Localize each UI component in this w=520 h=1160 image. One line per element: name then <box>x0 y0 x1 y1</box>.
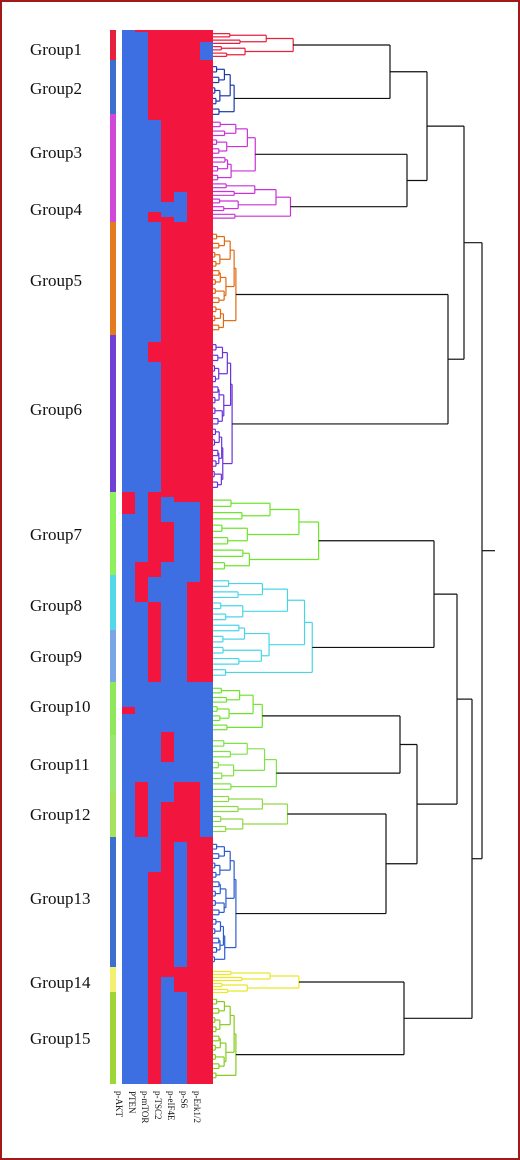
heatmap-low-block-19 <box>161 562 174 682</box>
marker-heatmap <box>119 30 213 1084</box>
group-label-13: Group13 <box>30 889 91 908</box>
heatmap-low-block-2 <box>135 32 148 114</box>
group-bar-12 <box>110 792 116 837</box>
group-label-15: Group15 <box>30 1029 91 1048</box>
group-bar-6 <box>110 335 116 492</box>
heatmap-low-block-28 <box>174 842 187 967</box>
marker-label-p-erk: p-Erk1/2 <box>192 1091 202 1123</box>
heatmap-low-block-24 <box>187 702 200 742</box>
group-bar-8 <box>110 575 116 630</box>
dendrogram <box>213 33 495 1079</box>
heatmap-low-block-20 <box>122 682 135 837</box>
heatmap-low-block-15 <box>174 502 187 682</box>
heatmap-low-block-18 <box>135 602 148 682</box>
group-bar-2 <box>110 60 116 114</box>
heatmap-low-block-16 <box>187 502 200 582</box>
heatmap-low-block-13 <box>135 492 148 562</box>
heatmap-high-accent-1 <box>161 732 174 762</box>
group-label-7: Group7 <box>30 525 82 544</box>
heatmap-low-block-5 <box>161 202 174 217</box>
group-label-10: Group10 <box>30 697 91 716</box>
group-label-11: Group11 <box>30 755 90 774</box>
heatmap-low-block-25 <box>200 682 213 837</box>
heatmap-low-block-31 <box>161 977 174 1084</box>
heatmap-low-block-4 <box>148 120 161 212</box>
heatmap-low-block-1 <box>122 30 135 222</box>
group-label-14: Group14 <box>30 973 91 992</box>
group-label-12: Group12 <box>30 805 91 824</box>
group-bar-1 <box>110 30 116 60</box>
group-bar-9 <box>110 630 116 682</box>
group-label-5: Group5 <box>30 271 82 290</box>
group-label-2: Group2 <box>30 79 82 98</box>
heatmap-low-block-14 <box>161 497 174 522</box>
group-bar-5 <box>110 222 116 335</box>
group-bar-4 <box>110 182 116 222</box>
heatmap-low-block-3 <box>135 114 148 222</box>
group-label-6: Group6 <box>30 400 82 419</box>
group-bar-13 <box>110 837 116 967</box>
group-label-8: Group8 <box>30 596 82 615</box>
heatmap-low-block-32 <box>174 992 187 1084</box>
group-bar-14 <box>110 967 116 992</box>
group-bar-10 <box>110 682 116 735</box>
heatmap-low-block-8 <box>122 222 135 492</box>
heatmap-high-accent-3 <box>122 707 135 714</box>
heatmap-low-block-30 <box>135 972 148 1084</box>
group-bar-7 <box>110 492 116 575</box>
heatmap-low-block-27 <box>148 837 161 872</box>
group-bar-11 <box>110 735 116 792</box>
group-label-4: Group4 <box>30 200 82 219</box>
group-label-3: Group3 <box>30 143 82 162</box>
heatmap-low-block-6 <box>174 192 187 222</box>
group-bar-15 <box>110 992 116 1084</box>
heatmap-separator <box>119 30 122 1084</box>
group-bar-3 <box>110 114 116 182</box>
heatmap-low-block-17 <box>148 577 161 602</box>
heatmap-low-block-12 <box>122 514 135 682</box>
group-color-sidebar <box>110 30 116 1084</box>
heatmap-low-block-29 <box>122 967 135 992</box>
heatmap-low-block-9 <box>135 222 161 342</box>
heatmap-low-block-11 <box>148 362 161 492</box>
heatmap-low-block-22 <box>148 782 161 837</box>
heatmap-low-block-7 <box>200 42 213 60</box>
heatmap-high-accent-2 <box>148 982 161 997</box>
heatmap-low-block-10 <box>135 342 148 492</box>
group-label-9: Group9 <box>30 647 82 666</box>
group-label-1: Group1 <box>30 40 82 59</box>
